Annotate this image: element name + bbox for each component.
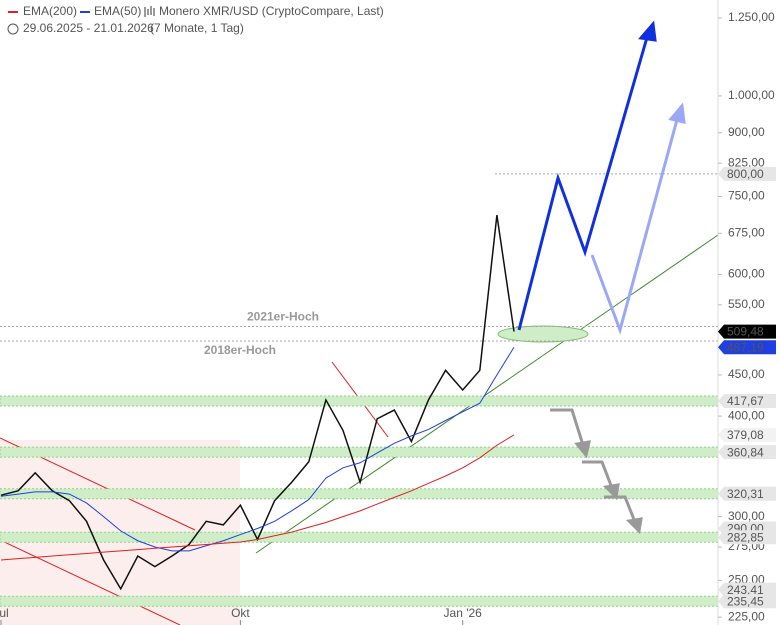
support-zone [0, 531, 719, 543]
x-tick-label: Jul [0, 606, 9, 620]
legend-label: EMA(200) [23, 4, 77, 18]
y-tick-label: 550,00 [728, 297, 765, 311]
price-tag [718, 445, 776, 460]
series-line [0, 434, 515, 561]
price-tag-label: 235,45 [727, 594, 764, 608]
y-tick-label: 825,00 [728, 155, 765, 169]
y-tick-label: 750,00 [728, 189, 765, 203]
y-tick-label: 600,00 [728, 267, 765, 281]
support-zone [0, 395, 719, 407]
annotation: 2018er-Hoch [204, 343, 276, 357]
legend-icon [144, 6, 155, 17]
price-tag [718, 394, 776, 409]
legend-label: EMA(50) [94, 4, 141, 18]
price-tag [718, 340, 776, 355]
support-zone [0, 488, 719, 500]
x-tick-label: Okt [231, 606, 250, 620]
price-tag-label: 487,19 [727, 340, 764, 354]
trend-line [255, 234, 719, 554]
price-tag [718, 582, 776, 597]
price-tag [718, 530, 776, 545]
price-tag-label: 360,84 [727, 445, 764, 459]
price-tag [718, 486, 776, 501]
y-tick-label: 300,00 [728, 509, 765, 523]
y-tick-label: 1.250,00 [728, 10, 775, 24]
price-tag [718, 594, 776, 609]
y-tick-label: 400,00 [728, 408, 765, 422]
price-tag-label: 509,48 [727, 325, 764, 339]
y-tick-label: 1.000,00 [728, 88, 775, 102]
channel-line [0, 539, 181, 625]
price-tag [718, 324, 776, 339]
y-tick-label: 675,00 [728, 225, 765, 239]
highlight [497, 325, 589, 343]
support-zone [0, 446, 719, 458]
price-tag-label: 320,31 [727, 487, 764, 501]
period: (7 Monate, 1 Tag) [150, 21, 244, 35]
chart-title: Monero XMR/USD (CryptoCompare, Last) [159, 4, 384, 18]
series-line [0, 346, 515, 552]
support-zone [0, 595, 719, 607]
price-tag [718, 427, 776, 442]
y-tick-label: 225,00 [728, 609, 765, 623]
price-tag [718, 166, 776, 181]
y-tick-label: 900,00 [728, 125, 765, 139]
price-tag-label: 379,08 [727, 428, 764, 442]
date-range: 29.06.2025 - 21.01.2026 [23, 21, 154, 35]
projection [517, 20, 686, 335]
price-tag-label: 417,67 [727, 394, 764, 408]
down-arrows [550, 408, 643, 535]
y-tick-label: 450,00 [728, 367, 765, 381]
annotation: 2021er-Hoch [247, 310, 319, 324]
clock-icon [7, 23, 19, 35]
x-tick-label: Jan '26 [444, 606, 483, 620]
price-tag-label: 243,41 [727, 583, 764, 597]
price-tag-label: 282,85 [727, 530, 764, 544]
price-tag-label: 800,00 [727, 167, 764, 181]
